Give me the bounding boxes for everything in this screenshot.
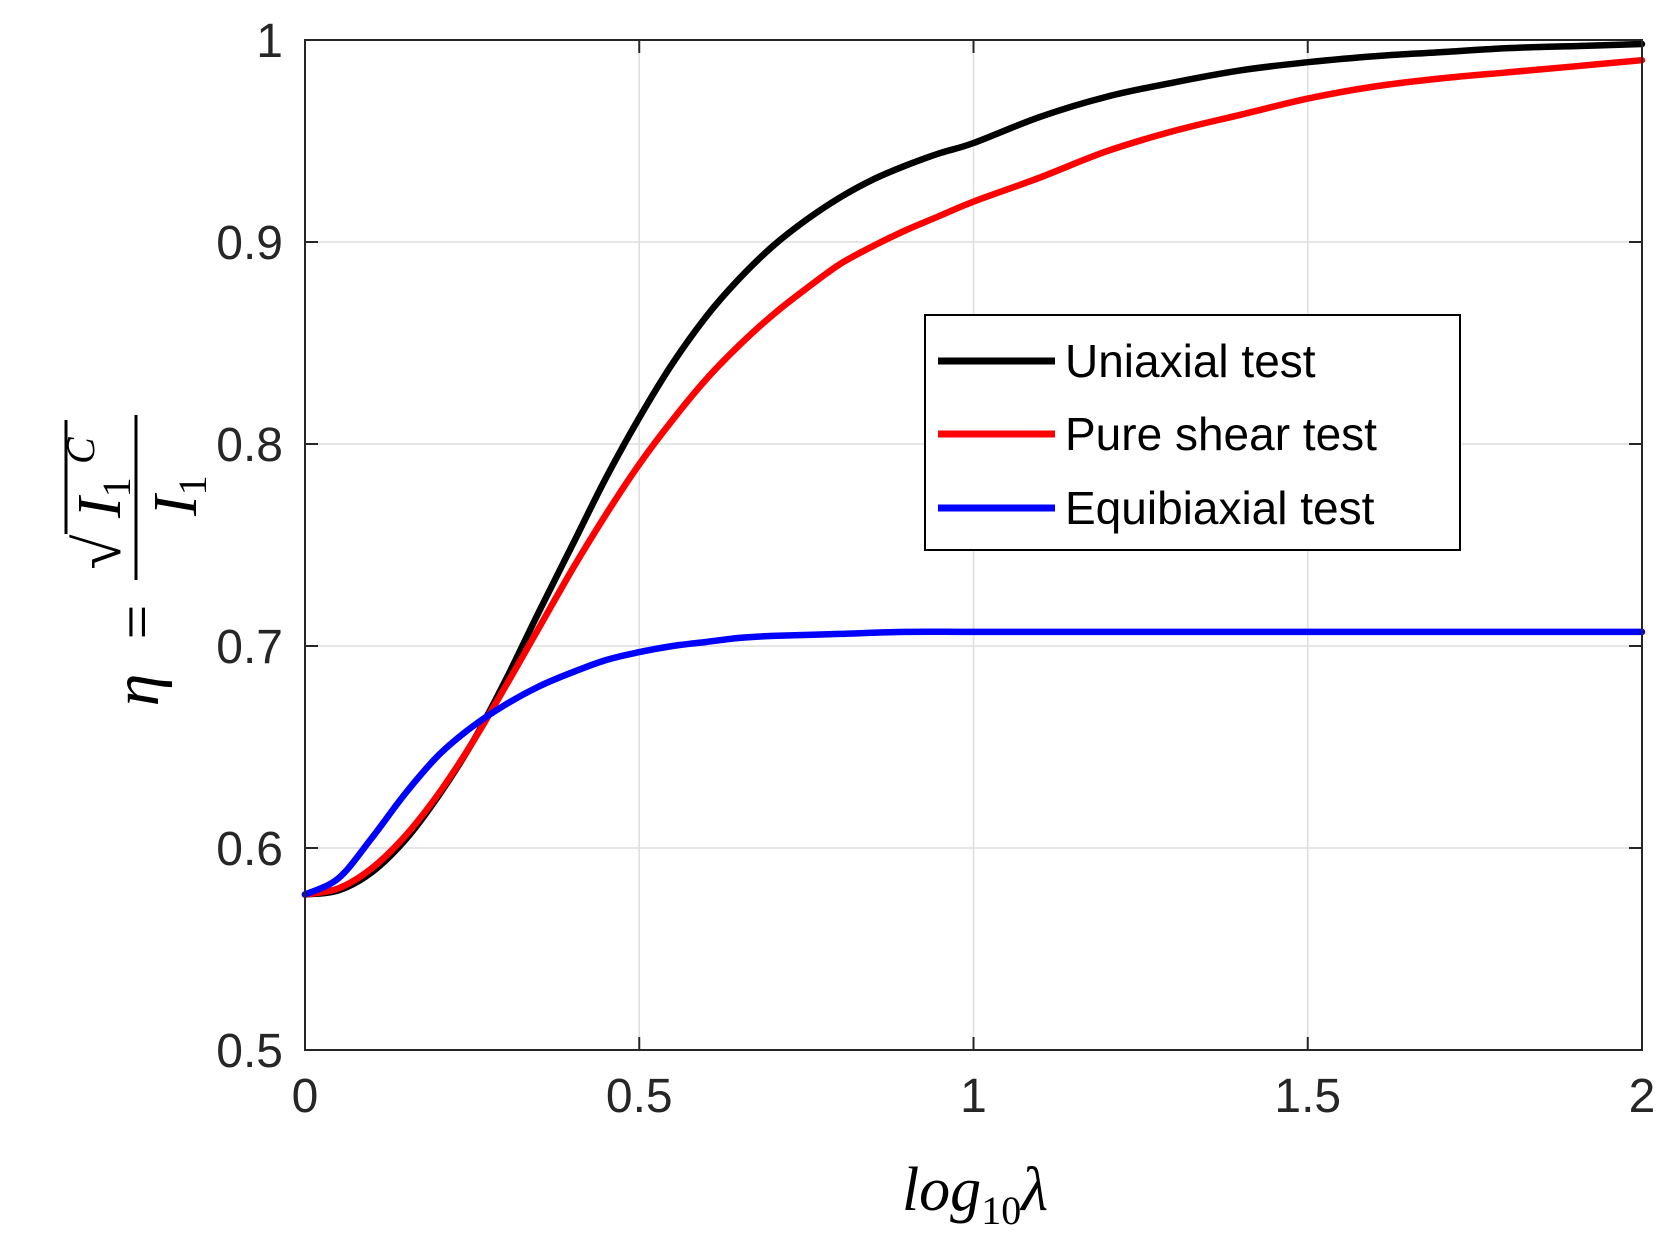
x-tick-label: 1.5: [1274, 1070, 1341, 1123]
y-label-sqrt-sign: √: [63, 534, 134, 570]
axis-ticks: 0 0.5 1 1.5 20.50.60.70.80.91: [216, 15, 1655, 1123]
y-axis-label: η = √ I1 C I1: [58, 415, 215, 706]
x-axis-label-base: log: [902, 1156, 981, 1224]
x-tick-label: 0: [292, 1070, 319, 1123]
y-label-numerator-symbol: I: [66, 494, 134, 519]
y-label-numerator: I1: [66, 477, 139, 519]
y-tick-label: 0.9: [216, 217, 283, 270]
series-line-equibiaxial: [301, 628, 1646, 898]
y-label-denominator-subscript: 1: [170, 475, 215, 495]
y-label-numerator-superscript: C: [58, 436, 103, 464]
y-label-equals: =: [104, 605, 172, 640]
legend-label-equibiaxial: Equibiaxial test: [1065, 482, 1375, 534]
y-label-numerator-subscript: 1: [94, 477, 139, 497]
y-tick-label: 1: [256, 15, 283, 68]
x-tick-label: 0.5: [606, 1070, 673, 1123]
legend-label-pure-shear: Pure shear test: [1065, 408, 1377, 460]
x-axis-label-subscript: 10: [981, 1188, 1021, 1233]
y-label-denominator: I1: [142, 475, 215, 517]
x-tick-label: 1: [960, 1070, 987, 1123]
x-axis-label-variable: λ: [1019, 1156, 1048, 1224]
y-tick-label: 0.6: [216, 823, 283, 876]
series-lines: [301, 40, 1646, 898]
legend: Uniaxial test Pure shear test Equibiaxia…: [924, 314, 1461, 551]
legend-label-uniaxial: Uniaxial test: [1065, 335, 1316, 387]
y-label-eta: η: [100, 674, 173, 707]
series-line-pure-shear: [301, 56, 1646, 898]
x-axis-label: log10λ: [902, 1156, 1048, 1233]
y-tick-label: 0.5: [216, 1025, 283, 1078]
y-label-denominator-symbol: I: [142, 492, 210, 517]
x-tick-label: 2: [1629, 1070, 1656, 1123]
y-tick-label: 0.7: [216, 621, 283, 674]
y-tick-label: 0.8: [216, 419, 283, 472]
